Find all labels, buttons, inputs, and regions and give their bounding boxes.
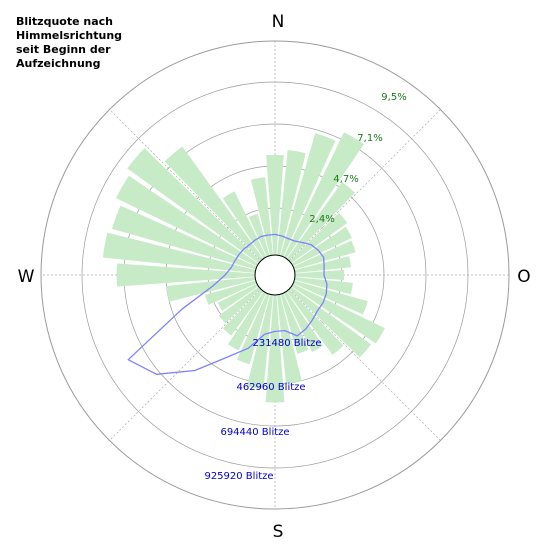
percent-bar	[293, 240, 356, 270]
percent-bar	[291, 283, 385, 344]
count-line-group	[127, 233, 328, 375]
percent-bar	[204, 280, 257, 305]
percent-bar	[294, 256, 352, 273]
count-tick-label: 462960 Blitze	[236, 382, 305, 393]
percent-bar	[218, 286, 261, 324]
percent-bar	[115, 175, 259, 267]
title-line: Himmelsrichtung	[16, 29, 122, 42]
percent-bar	[217, 283, 259, 311]
percent-bars	[102, 132, 385, 403]
title-line: Blitzquote nach	[16, 15, 113, 28]
percent-bar	[266, 154, 284, 256]
percent-bar	[236, 293, 270, 365]
percent-tick-label: 7,1%	[357, 133, 382, 144]
percent-bar	[277, 150, 306, 256]
center-circle	[254, 254, 296, 296]
direction-label: N	[272, 12, 285, 32]
count-tick-label: 925920 Blitze	[204, 471, 273, 482]
percent-bar	[250, 177, 273, 256]
direction-label: W	[18, 267, 35, 287]
percent-bar	[280, 133, 336, 257]
title-line: seit Beginn der	[16, 43, 111, 56]
percent-bar	[283, 132, 365, 259]
count-line	[127, 233, 328, 375]
percent-bar	[222, 191, 267, 259]
axis-labels: N O S W 2,4% 4,7% 7,1% 9,5% 231480 Blitze 462960 …	[18, 12, 531, 542]
direction-label: S	[273, 522, 284, 542]
percent-bar	[277, 294, 302, 384]
count-tick-label: 231480 Blitze	[252, 338, 321, 349]
percent-bar	[127, 148, 261, 264]
percent-tick-label: 2,4%	[309, 214, 334, 225]
percent-bar	[227, 291, 267, 351]
percent-bar	[112, 205, 257, 270]
percent-bar	[166, 277, 256, 302]
percent-bar	[116, 263, 256, 287]
direction-label: O	[517, 267, 530, 287]
percent-bar	[293, 280, 368, 315]
percent-bar	[280, 293, 309, 354]
percent-bar	[294, 269, 345, 281]
percent-bar	[289, 212, 348, 264]
percent-tick-label: 9,5%	[381, 92, 406, 103]
percent-bar	[248, 213, 270, 257]
count-tick-label: 694440 Blitze	[220, 427, 289, 438]
percent-bar	[291, 226, 353, 267]
percent-bar	[164, 146, 264, 261]
percent-bar	[102, 232, 256, 273]
percent-tick-label: 4,7%	[333, 174, 358, 185]
percent-bar	[222, 289, 264, 336]
percent-bar	[265, 294, 285, 403]
percent-bar	[289, 286, 371, 358]
percent-bar	[246, 294, 273, 390]
title-line: Aufzeichnung	[16, 57, 100, 70]
percent-bar	[294, 277, 353, 295]
percent-bar	[286, 181, 355, 261]
percent-bar	[283, 291, 324, 353]
percent-bar	[286, 289, 344, 355]
